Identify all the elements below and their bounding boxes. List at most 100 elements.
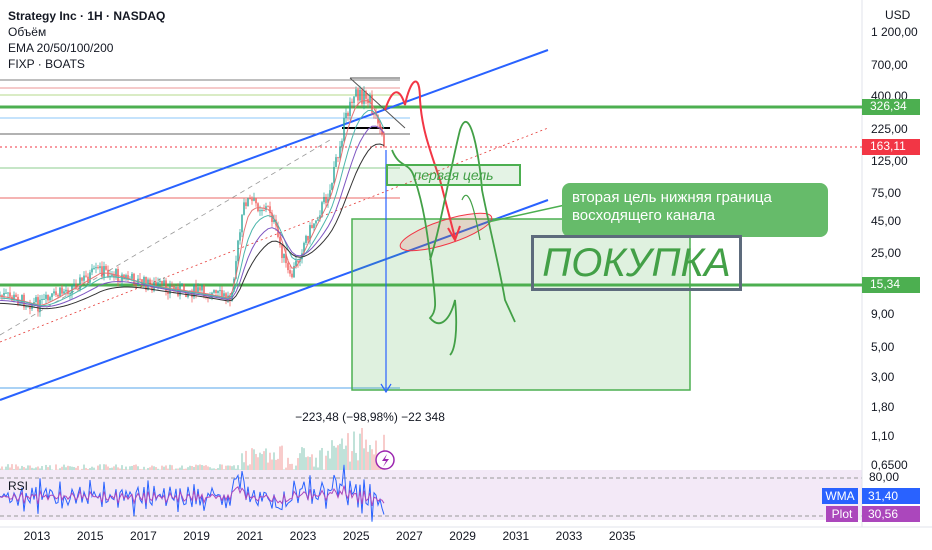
currency: USD [885, 8, 911, 22]
volume-bar [1, 466, 3, 470]
time-label: 2033 [556, 529, 583, 543]
volume-bar [343, 449, 345, 470]
candle [265, 206, 267, 211]
candle [359, 89, 361, 101]
candle [283, 253, 285, 259]
volume-bar [205, 465, 207, 470]
volume-bar [131, 465, 133, 470]
candle [207, 297, 209, 299]
volume-bar [255, 453, 257, 470]
candle [315, 220, 317, 224]
volume-bar [243, 462, 245, 470]
volume-bar [253, 449, 255, 470]
candle [7, 292, 9, 294]
volume-bar [365, 439, 367, 470]
candle [25, 306, 27, 308]
volume-bar [65, 467, 67, 470]
volume-bar [329, 458, 331, 470]
candle [47, 294, 49, 301]
candle [381, 128, 383, 135]
volume-bar [353, 431, 355, 470]
candle [379, 123, 381, 129]
volume-bar [173, 469, 175, 470]
volume-bar [359, 433, 361, 470]
volume-bar [239, 469, 241, 470]
volume-bar [367, 451, 369, 470]
volume-bar [259, 452, 261, 470]
candle [167, 291, 169, 295]
candle [163, 280, 165, 284]
time-label: 2015 [77, 529, 104, 543]
volume-bar [189, 465, 191, 470]
legend-line: EMA 20/50/100/200 [8, 41, 114, 55]
candle [85, 275, 87, 277]
candle [133, 273, 135, 286]
volume-bar [301, 447, 303, 470]
price-label: 700,00 [871, 58, 908, 72]
candle [113, 274, 115, 278]
volume-bar [227, 465, 229, 470]
candle [79, 277, 81, 290]
price-series [0, 85, 385, 317]
volume-bar [223, 469, 225, 470]
volume-bar [111, 467, 113, 470]
volume-bar [219, 464, 221, 470]
candle [77, 289, 79, 291]
volume-bar [83, 464, 85, 470]
candle [239, 232, 241, 241]
volume-bar [161, 465, 163, 470]
volume-bar [361, 428, 363, 470]
volume-bar [55, 464, 57, 470]
candle [209, 298, 211, 300]
candle [183, 283, 185, 292]
volume-bar [339, 443, 341, 470]
candle [373, 112, 375, 114]
price-label: 0,6500 [871, 458, 908, 472]
volume-bar [309, 457, 311, 470]
volume-bar [303, 448, 305, 470]
time-label: 2029 [449, 529, 476, 543]
volume-bar [93, 467, 95, 470]
volume-bar [247, 465, 249, 470]
candle [339, 146, 341, 159]
candle [287, 263, 289, 271]
candle [91, 268, 93, 273]
candle [19, 303, 21, 305]
candle [83, 275, 85, 281]
candle [323, 196, 325, 203]
ema-line [0, 143, 385, 310]
candle [15, 294, 17, 297]
volume-bar [119, 468, 121, 470]
volume-bar [85, 467, 87, 470]
candle [99, 266, 101, 269]
candle [199, 287, 201, 291]
volume-bar [27, 465, 29, 470]
volume-bar [213, 468, 215, 470]
candle [259, 210, 261, 212]
volume-bar [307, 456, 309, 470]
volume-bar [115, 464, 117, 470]
volume-bar [271, 459, 273, 470]
volume-bar [195, 464, 197, 470]
price-label: 3,00 [871, 370, 895, 384]
volume-bar [87, 469, 89, 470]
volume-bar [211, 468, 213, 470]
volume-bar [139, 469, 141, 470]
first-target: первая цель [386, 164, 521, 186]
volume-bar [215, 468, 217, 470]
volume-bar [169, 464, 171, 470]
volume-bar [345, 445, 347, 470]
volume-bar [267, 462, 269, 470]
volume-bar [311, 454, 313, 470]
volume-bar [121, 465, 123, 470]
candle [355, 89, 357, 97]
candle [103, 266, 105, 277]
candle [261, 210, 263, 212]
candle [253, 198, 255, 201]
candle [175, 286, 177, 290]
time-label: 2017 [130, 529, 157, 543]
volume-bar [319, 450, 321, 470]
candle [123, 274, 125, 278]
volume-bar [373, 454, 375, 470]
volume-bar [15, 464, 17, 470]
